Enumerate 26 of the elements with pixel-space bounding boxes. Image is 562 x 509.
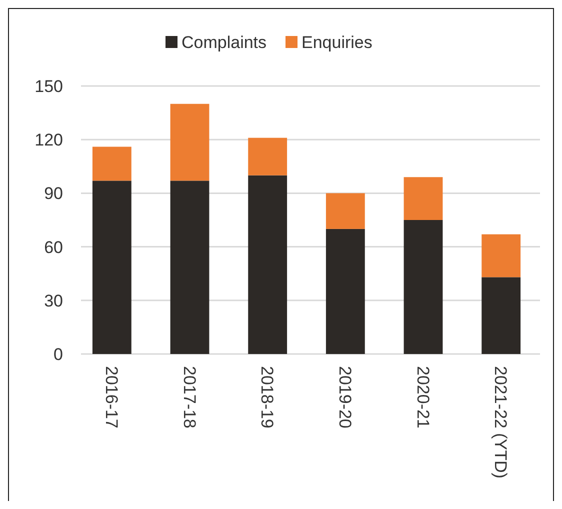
y-tick-label: 150 [34,76,63,96]
bar [170,180,210,354]
bar [92,146,132,181]
y-tick-label: 120 [34,130,63,150]
bar [482,234,521,278]
bar [482,277,521,354]
bar [248,175,288,354]
y-tick-label: 30 [44,291,63,310]
x-tick-label: 2017-18 [180,366,199,428]
x-tick-label: 2018-19 [258,366,277,428]
bar [326,228,365,354]
y-tick-label: 90 [44,184,63,204]
x-tick-label: 2021-22 (YTD) [491,366,510,478]
bar [92,180,132,354]
bar [248,138,288,176]
bar [170,104,210,181]
x-tick-label: 2016-17 [102,366,121,428]
legend-label: Complaints [182,32,267,52]
bar [404,177,443,220]
y-tick-label: 60 [44,238,63,257]
y-tick-label: 0 [54,344,63,364]
bar [404,220,443,354]
legend-label: Enquiries [302,32,372,52]
x-tick-label: 2019-20 [335,366,354,428]
x-tick-label: 2020-21 [413,366,432,428]
bar [326,193,365,229]
